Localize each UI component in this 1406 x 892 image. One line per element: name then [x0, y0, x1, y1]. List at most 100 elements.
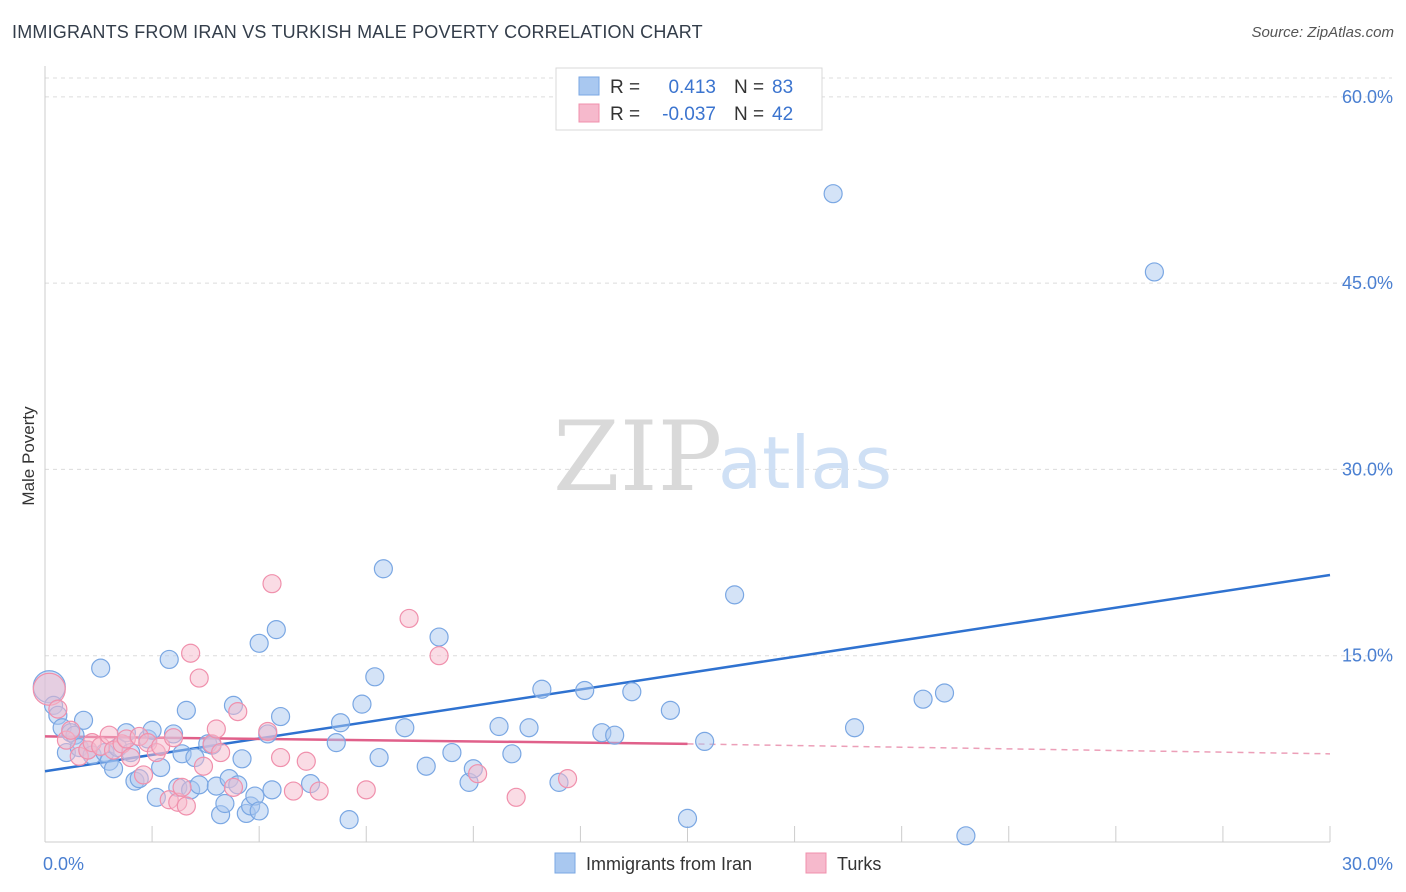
point-iran-82 [1144, 262, 1164, 282]
y-tick-label-0: 15.0% [1342, 646, 1393, 666]
point-iran-74 [677, 808, 698, 829]
point-iran-66 [519, 718, 539, 738]
point-iran-65 [502, 744, 522, 764]
point-turks-34 [283, 781, 304, 801]
point-iran-56 [369, 747, 389, 768]
bottom-legend-label-turks: Turks [837, 854, 881, 874]
point-turks-38 [399, 608, 419, 629]
point-turks-24 [189, 668, 209, 688]
point-turks-22 [176, 796, 196, 816]
point-turks-3 [61, 720, 81, 740]
trend-line-extension-1 [687, 743, 1331, 755]
point-turks-29 [223, 777, 244, 797]
point-turks-28 [211, 742, 231, 763]
point-turks-19 [163, 728, 184, 748]
point-iran-14 [103, 759, 124, 779]
tick-labels: 15.0% 30.0% 45.0% 60.0% 0.0% 30.0% [43, 87, 1393, 874]
x-tick-label-0: 0.0% [43, 854, 84, 874]
point-iran-8 [73, 710, 94, 730]
point-iran-69 [575, 680, 595, 701]
point-turks-14 [133, 765, 154, 785]
legend-n-value-turks: 42 [772, 104, 793, 125]
point-iran-36 [215, 793, 235, 814]
axes [44, 66, 1331, 843]
point-iran-52 [330, 713, 351, 733]
point-iran-24 [159, 649, 179, 670]
data-points [32, 184, 1164, 846]
grid-lines [45, 77, 1392, 657]
point-iran-28 [176, 700, 196, 720]
point-iran-31 [189, 775, 209, 795]
legend-r-value-iran: 0.413 [668, 77, 716, 98]
point-turks-30 [228, 701, 248, 722]
legend-r-label-turks: R = [610, 104, 640, 125]
point-iran-67 [532, 679, 552, 699]
point-iran-71 [605, 725, 625, 745]
point-iran-73 [660, 700, 680, 720]
legend-n-value-iran: 83 [772, 77, 793, 98]
point-iran-49 [270, 706, 291, 727]
chart-title: IMMIGRANTS FROM IRAN VS TURKISH MALE POV… [12, 22, 703, 42]
point-turks-33 [270, 747, 291, 768]
point-iran-45 [249, 633, 269, 653]
point-turks-39 [429, 646, 449, 666]
y-tick-label-2: 45.0% [1342, 273, 1393, 293]
point-iran-64 [489, 716, 509, 737]
y-tick-label-3: 60.0% [1342, 87, 1393, 107]
point-turks-27 [206, 719, 226, 739]
point-turks-31 [258, 721, 278, 742]
chart-source: Source: ZipAtlas.com [1251, 24, 1394, 41]
point-turks-36 [309, 781, 329, 801]
watermark-zip: ZIP [553, 401, 722, 513]
point-turks-23 [181, 643, 201, 663]
point-iran-72 [622, 682, 642, 702]
series-legend: Immigrants from Iran Turks [554, 852, 881, 874]
point-turks-40 [468, 764, 488, 784]
y-tick-label-1: 30.0% [1342, 459, 1393, 479]
watermark-atlas: atlas [718, 421, 892, 505]
bottom-legend-swatch-turks [805, 852, 827, 874]
bottom-legend-label-iran: Immigrants from Iran [586, 854, 752, 874]
point-turks-37 [356, 780, 376, 800]
point-iran-61 [442, 742, 462, 763]
legend-r-value-turks: -0.037 [662, 104, 716, 125]
point-turks-1 [48, 699, 68, 719]
point-iran-79 [913, 689, 933, 709]
point-iran-75 [695, 731, 715, 752]
legend-swatch-turks [578, 103, 600, 123]
point-iran-57 [373, 559, 393, 579]
point-turks-12 [121, 747, 141, 768]
trend-line-0 [44, 573, 1331, 773]
point-iran-58 [395, 718, 415, 738]
point-turks-25 [193, 756, 214, 776]
point-iran-76 [725, 585, 745, 605]
point-turks-41 [506, 787, 526, 807]
bottom-legend-swatch-iran [554, 852, 576, 874]
point-iran-54 [352, 694, 372, 714]
legend-n-label-iran: N = [734, 77, 764, 98]
correlation-legend: R = 0.413 N = 83 R = -0.037 N = 42 [555, 67, 823, 131]
point-iran-47 [262, 780, 282, 800]
x-tick-label-1: 30.0% [1342, 854, 1393, 874]
point-iran-60 [429, 627, 449, 647]
point-iran-40 [232, 749, 252, 769]
legend-swatch-iran [578, 76, 600, 96]
trend-lines [44, 573, 1331, 773]
point-iran-80 [934, 683, 955, 703]
point-iran-81 [956, 826, 976, 846]
point-iran-53 [339, 810, 359, 830]
point-turks-42 [557, 769, 578, 789]
legend-n-label-turks: N = [734, 104, 764, 125]
point-iran-55 [365, 667, 385, 687]
point-iran-78 [844, 718, 865, 738]
point-iran-59 [416, 756, 436, 776]
y-axis-label: Male Poverty [19, 406, 38, 506]
point-turks-35 [296, 751, 316, 771]
point-iran-51 [326, 733, 346, 753]
point-turks-32 [262, 574, 282, 594]
point-iran-77 [823, 184, 843, 204]
legend-r-label-iran: R = [610, 77, 640, 98]
point-iran-11 [91, 658, 111, 678]
point-iran-44 [249, 801, 269, 821]
